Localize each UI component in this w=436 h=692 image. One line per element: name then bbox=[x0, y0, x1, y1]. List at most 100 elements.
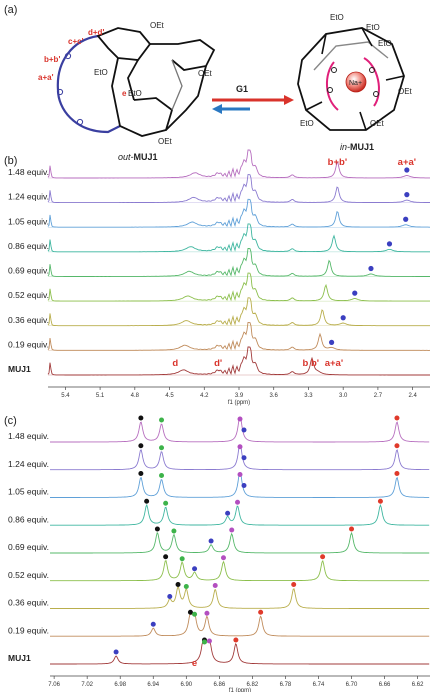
peak-marker-red bbox=[320, 554, 326, 560]
series-label: 1.48 equiv. bbox=[8, 167, 49, 177]
x-tick-label: 5.4 bbox=[61, 393, 70, 399]
spectrum-line bbox=[47, 223, 430, 253]
x-tick-label: 6.74 bbox=[313, 682, 325, 688]
peak-marker-purple bbox=[229, 527, 235, 533]
spectrum-line bbox=[47, 272, 430, 302]
peak-marker-blue bbox=[167, 594, 173, 599]
peak-marker-red bbox=[394, 443, 400, 449]
in-muj1-structure: Na+ EtO EtO EtO OEt EtO OEt bbox=[297, 13, 413, 131]
peak-marker-blue bbox=[241, 427, 247, 433]
x-tick-label: 3.0 bbox=[339, 393, 348, 399]
x-tick-label: 4.5 bbox=[165, 393, 174, 399]
nmr-panel-c: 1.48 equiv. 1.24 equiv. 1.05 equiv. 0.86 eq… bbox=[8, 415, 430, 692]
out-muj1-label: out-MUJ1 bbox=[118, 152, 158, 162]
group-label: EtO bbox=[128, 89, 142, 98]
peak-marker-aa bbox=[403, 216, 409, 222]
group-label: OEt bbox=[158, 137, 173, 146]
peak-annotation: d' bbox=[214, 358, 222, 369]
peak-annotation: a+a' bbox=[325, 358, 343, 369]
peak-marker-black bbox=[175, 582, 181, 587]
peak-marker-red bbox=[233, 637, 239, 643]
annotation-label: c+c' bbox=[68, 37, 84, 46]
peak-marker-blue bbox=[113, 649, 119, 655]
peak-marker-purple bbox=[235, 499, 241, 505]
group-label: OEt bbox=[370, 119, 385, 128]
spectrum-line bbox=[50, 475, 430, 498]
spectrum-line bbox=[47, 346, 430, 376]
series-label: 0.69 equiv. bbox=[8, 542, 49, 552]
peak-marker-red bbox=[394, 415, 400, 421]
peak-marker-aa bbox=[340, 315, 346, 321]
peak-annotation: a+a' bbox=[398, 157, 416, 168]
x-tick-label: 4.8 bbox=[131, 393, 140, 399]
series-label: 0.69 equiv. bbox=[8, 266, 49, 276]
peak-marker-black bbox=[154, 526, 160, 532]
x-tick-label: 7.06 bbox=[48, 682, 60, 688]
peak-marker-black bbox=[163, 554, 169, 560]
series-label: MUJ1 bbox=[8, 364, 31, 374]
series-label: 0.52 equiv. bbox=[8, 570, 49, 580]
in-muj1-label: in-MUJ1 bbox=[340, 142, 374, 152]
peak-marker-aa bbox=[386, 241, 393, 247]
group-label: EtO bbox=[330, 13, 344, 22]
peak-marker-purple bbox=[204, 610, 210, 616]
peak-marker-blue bbox=[241, 483, 247, 488]
peak-marker-red bbox=[291, 582, 297, 587]
peak-marker-green bbox=[163, 500, 169, 506]
sodium-ion bbox=[345, 71, 367, 93]
spectrum-line bbox=[50, 613, 430, 637]
x-tick-label: 6.86 bbox=[214, 682, 226, 688]
x-tick-label: 6.66 bbox=[379, 682, 391, 688]
spectrum-line bbox=[47, 297, 430, 327]
group-label: OEt bbox=[398, 87, 413, 96]
peak-marker-red bbox=[349, 526, 355, 532]
x-tick-label: 6.70 bbox=[346, 682, 358, 688]
equilibrium-arrows: G1 bbox=[212, 84, 294, 114]
peak-marker-black bbox=[187, 609, 193, 615]
peak-marker-black bbox=[138, 443, 144, 449]
peak-annotation: d bbox=[172, 358, 178, 369]
peak-marker-green bbox=[159, 473, 165, 478]
peak-marker-aa bbox=[329, 339, 335, 345]
x-tick-label: 6.90 bbox=[180, 682, 192, 688]
peak-marker-green bbox=[192, 611, 198, 617]
group-label: EtO bbox=[366, 23, 380, 32]
peak-marker-blue bbox=[225, 510, 231, 516]
series-label: 0.86 equiv. bbox=[8, 514, 49, 524]
peak-marker-black bbox=[138, 415, 144, 421]
panel-label-c: (c) bbox=[4, 415, 17, 427]
series-label: 0.36 equiv. bbox=[8, 315, 49, 325]
panel-label-b: (b) bbox=[4, 155, 17, 167]
peak-annotation: b+b' bbox=[328, 157, 347, 168]
x-tick-label: 2.4 bbox=[408, 393, 417, 399]
x-tick-label: 6.82 bbox=[247, 682, 259, 688]
peak-marker-purple bbox=[237, 472, 243, 477]
peak-marker-aa bbox=[368, 265, 374, 272]
annotation-label: d+d' bbox=[88, 28, 104, 37]
peak-marker-aa bbox=[352, 290, 358, 296]
x-axis-label: f1 (ppm) bbox=[229, 688, 251, 692]
peak-marker-purple bbox=[212, 583, 218, 588]
x-axis-label: f1 (ppm) bbox=[228, 400, 250, 406]
spectrum-line bbox=[50, 503, 430, 526]
spectrum-line bbox=[50, 447, 430, 471]
peak-marker-blue bbox=[192, 566, 198, 572]
x-tick-label: 6.78 bbox=[280, 682, 292, 688]
x-tick-label: 5.1 bbox=[96, 393, 105, 399]
x-tick-label: 7.02 bbox=[81, 682, 93, 688]
peak-marker-green bbox=[159, 445, 165, 451]
out-muj1-structure: OEt OEt EtO EtO OEt d+d' c+c' b+b' a+a' … bbox=[38, 21, 216, 146]
peak-marker-black bbox=[144, 498, 150, 504]
series-label: 0.19 equiv. bbox=[8, 339, 49, 349]
series-label: 1.05 equiv. bbox=[8, 487, 49, 497]
series-label: 1.05 equiv. bbox=[8, 216, 49, 226]
spectrum-line bbox=[50, 641, 430, 665]
x-tick-label: 6.62 bbox=[412, 682, 424, 688]
spectrum-line bbox=[50, 419, 430, 443]
peak-marker-aa bbox=[404, 167, 410, 173]
peak-marker-black bbox=[138, 471, 144, 476]
series-label: 1.48 equiv. bbox=[8, 431, 49, 441]
group-label: EtO bbox=[300, 119, 314, 128]
x-tick-label: 4.2 bbox=[200, 393, 209, 399]
